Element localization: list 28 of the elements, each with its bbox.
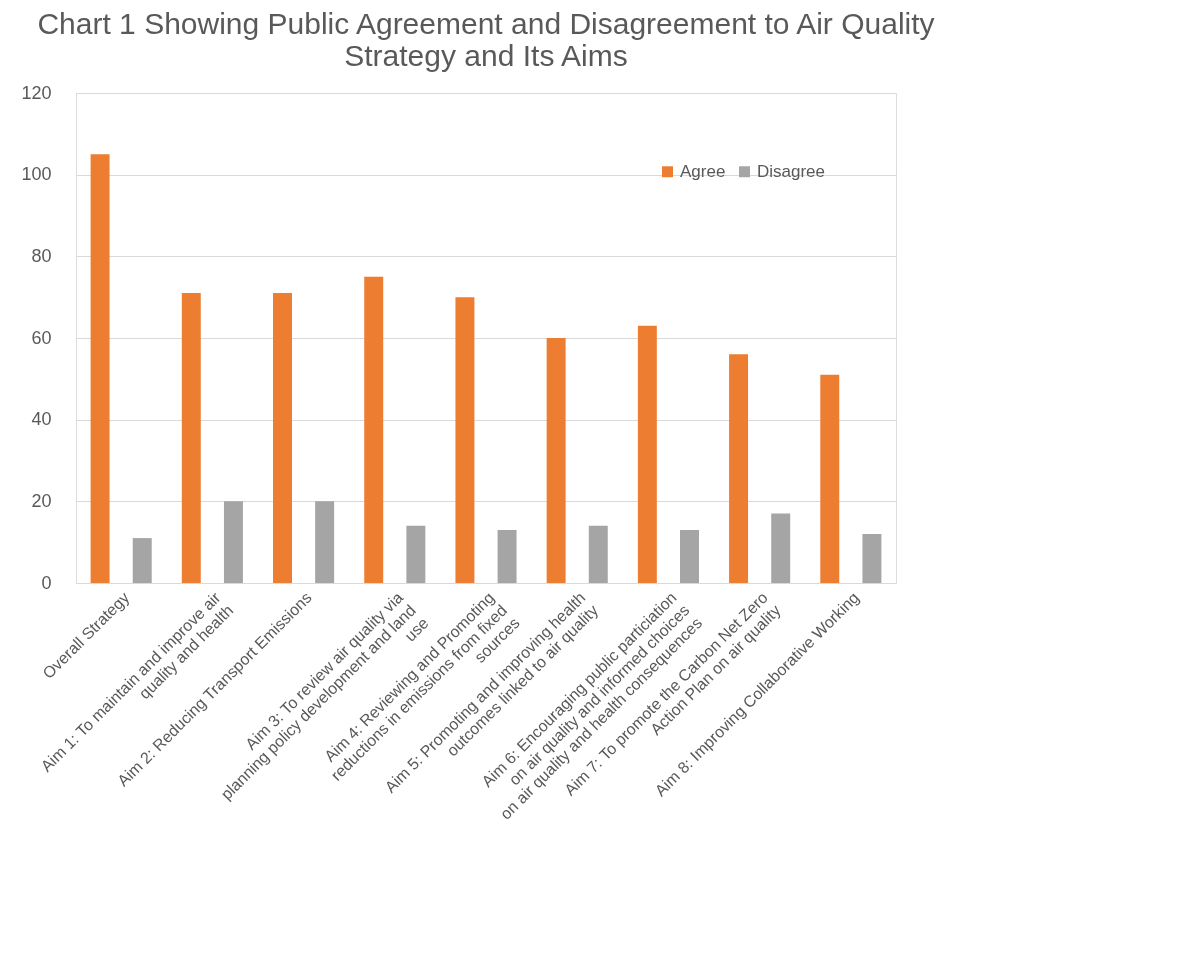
bar xyxy=(729,354,749,583)
bar xyxy=(862,534,882,583)
y-tick-label: 0 xyxy=(41,572,52,593)
bar xyxy=(771,513,791,583)
y-tick-label: 60 xyxy=(31,327,52,348)
bar xyxy=(680,529,699,583)
bar xyxy=(406,525,426,583)
chart-title: Chart 1 Showing Public Agreement and Disagreement to Air Quality Strategy and Its Aims xyxy=(37,7,935,72)
bar xyxy=(364,276,384,583)
bar xyxy=(497,529,517,583)
bar xyxy=(315,501,335,583)
y-tick-label: 20 xyxy=(31,490,52,511)
bar xyxy=(546,338,566,583)
bar xyxy=(132,538,152,583)
bar xyxy=(637,325,657,583)
y-tick-label: 40 xyxy=(31,409,52,430)
bar xyxy=(181,293,201,583)
bar xyxy=(455,297,475,583)
bar xyxy=(273,293,292,583)
bar xyxy=(820,374,840,583)
y-tick-label: 120 xyxy=(21,82,52,103)
y-tick-label: 100 xyxy=(21,164,52,185)
y-tick-label: 80 xyxy=(31,245,52,266)
legend-label: Disagree xyxy=(757,161,826,181)
bar xyxy=(223,501,243,583)
bar xyxy=(90,154,110,583)
bar xyxy=(588,525,608,583)
legend-label: Agree xyxy=(680,161,726,181)
